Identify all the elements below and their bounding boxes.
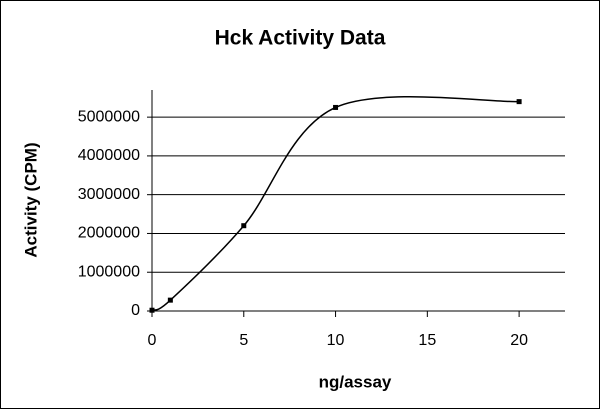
y-tick-label: 0 — [131, 302, 140, 319]
y-tick-label: 3000000 — [78, 186, 140, 203]
y-tick-label: 4000000 — [78, 147, 140, 164]
y-tick-label: 1000000 — [78, 263, 140, 280]
point-marker — [167, 297, 173, 303]
x-axis-label: ng/assay — [319, 372, 392, 391]
x-tick-label: 10 — [327, 332, 345, 349]
x-tick-label: 5 — [239, 332, 248, 349]
chart-title: Hck Activity Data — [215, 27, 386, 50]
x-tick-label: 15 — [418, 332, 436, 349]
point-marker — [241, 223, 247, 229]
x-tick-label: 20 — [510, 332, 528, 349]
y-tick-label: 2000000 — [78, 225, 140, 242]
point-marker — [333, 104, 339, 110]
point-marker — [516, 99, 522, 105]
point-marker — [149, 307, 155, 313]
x-tick-label: 0 — [148, 332, 157, 349]
y-tick-label: 5000000 — [78, 108, 140, 125]
y-axis-label: Activity (CPM) — [21, 142, 40, 257]
